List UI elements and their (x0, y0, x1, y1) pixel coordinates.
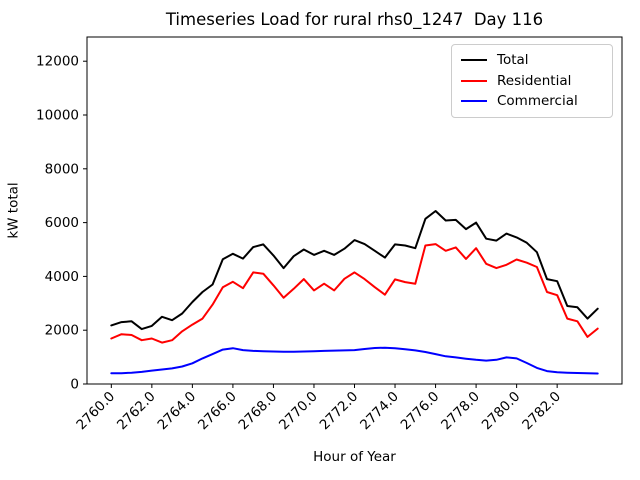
y-tick-label: 2000 (45, 323, 79, 339)
x-tick-label: 2782.0 (519, 389, 564, 434)
x-tick-label: 2768.0 (236, 389, 281, 434)
legend: Total Residential Commercial (451, 44, 613, 118)
legend-label: Total (497, 52, 529, 69)
x-tick-label: 2762.0 (114, 389, 159, 434)
x-tick-label: 2776.0 (398, 389, 443, 434)
x-tick-label: 2760.0 (73, 389, 118, 434)
legend-item-residential: Residential (461, 71, 603, 92)
y-tick-label: 6000 (45, 215, 79, 231)
total-legend-line (461, 59, 487, 62)
legend-item-total: Total (461, 50, 603, 71)
legend-label: Residential (497, 72, 572, 89)
y-axis-label: kW total (5, 182, 22, 239)
x-axis-label: Hour of Year (313, 449, 396, 465)
x-tick-label: 2764.0 (154, 389, 199, 434)
x-tick-label: 2772.0 (317, 389, 362, 434)
series-residential-line (110, 243, 599, 344)
series-total-line (110, 210, 599, 331)
x-tick-label: 2770.0 (276, 389, 321, 434)
x-tick-label: 2766.0 (195, 389, 240, 434)
y-tick-label: 8000 (45, 161, 79, 177)
y-tick-label: 10000 (36, 108, 79, 124)
y-tick-label: 12000 (36, 54, 79, 70)
x-tick-label: 2774.0 (357, 389, 402, 434)
commercial-legend-line (461, 100, 487, 103)
legend-item-commercial: Commercial (461, 91, 603, 112)
y-tick-label: 4000 (45, 269, 79, 285)
chart-title: Timeseries Load for rural rhs0_1247 Day … (165, 10, 544, 29)
residential-legend-line (461, 79, 487, 82)
series-commercial-line (110, 346, 599, 375)
legend-label: Commercial (497, 93, 578, 110)
x-tick-label: 2780.0 (479, 389, 524, 434)
y-tick-label: 0 (70, 377, 79, 393)
x-tick-label: 2778.0 (438, 389, 483, 434)
